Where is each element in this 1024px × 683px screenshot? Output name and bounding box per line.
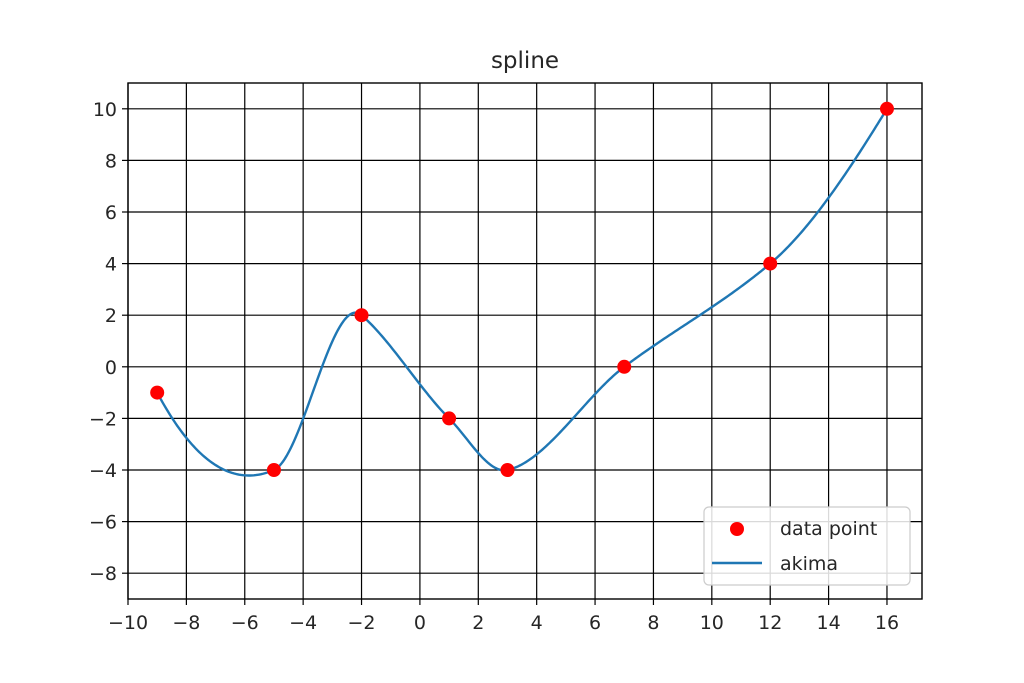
chart-title: spline [491,48,559,74]
legend-label-data-point: data point [780,518,877,540]
data-point-marker [500,463,515,477]
x-tick-label: 0 [414,612,426,634]
legend-label-akima: akima [780,553,838,575]
x-tick-label: 8 [647,612,659,634]
plot-area [150,101,894,477]
x-tick-label: 10 [700,612,724,634]
x-tick-label: −6 [231,612,259,634]
x-axis: −10 −8 −6 −4 −2 0 2 4 6 8 10 12 14 16 [108,599,899,634]
legend-marker-data-point [730,522,744,536]
y-tick-label: 8 [105,150,117,172]
x-tick-label: 4 [531,612,543,634]
data-point-marker [617,359,632,374]
x-tick-label: 6 [589,612,601,634]
y-axis: −8 −6 −4 −2 0 2 4 6 8 10 [89,99,128,585]
x-tick-label: 12 [758,612,782,634]
y-tick-label: 4 [105,254,117,276]
y-tick-label: 0 [105,357,117,379]
data-point-marker [763,256,778,271]
x-tick-label: 2 [472,612,484,634]
y-tick-label: −6 [89,512,117,534]
data-point-marker [266,463,281,477]
data-point-marker [879,101,894,116]
axes-frame [127,82,923,600]
legend: data point akima [703,506,911,586]
y-tick-label: −4 [89,460,117,482]
data-point-marker [354,308,369,323]
akima-line [156,108,888,477]
x-tick-label: −10 [108,612,148,634]
y-tick-label: 10 [93,99,117,121]
y-tick-label: −8 [89,563,117,585]
data-point-marker [150,385,165,400]
y-tick-label: −2 [89,408,117,430]
x-tick-label: 14 [816,612,840,634]
y-tick-label: 6 [105,202,117,224]
x-tick-label: −2 [348,612,376,634]
x-tick-label: 16 [875,612,899,634]
y-tick-label: 2 [105,305,117,327]
x-tick-label: −4 [289,612,317,634]
x-tick-label: −8 [172,612,200,634]
legend-box [703,506,911,586]
data-point-marker [442,411,457,426]
